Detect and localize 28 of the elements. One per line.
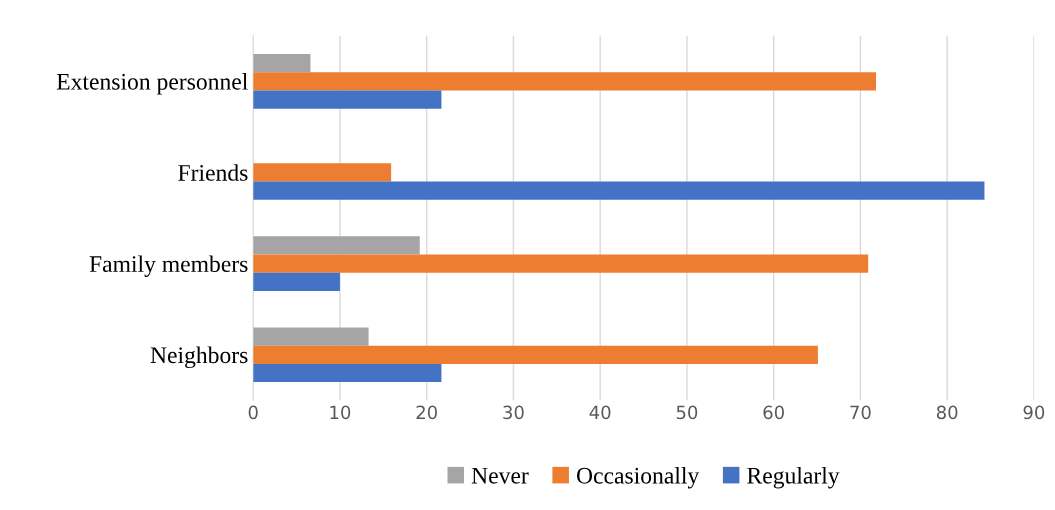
y-tick-label: Extension personnel (56, 73, 248, 95)
legend-label: Never (471, 467, 529, 484)
x-tick-label: 90 (1023, 405, 1045, 420)
x-tick-label: 60 (763, 405, 784, 420)
bar (253, 90, 442, 109)
bar (253, 163, 392, 182)
x-tick-label: 70 (850, 405, 871, 420)
x-tick-label: 80 (936, 405, 958, 420)
legend-label: Regularly (747, 467, 840, 489)
x-tick-label: 0 (248, 405, 258, 420)
legend-label: Occasionally (576, 467, 700, 489)
x-tick-label: 10 (330, 405, 351, 420)
bar (253, 236, 420, 255)
bar (253, 254, 869, 273)
x-tick-label: 30 (503, 405, 524, 420)
bar (253, 72, 877, 91)
x-tick-label: 40 (589, 405, 611, 420)
bar (253, 272, 340, 291)
x-tick-label: 20 (416, 405, 437, 420)
x-tick-label: 50 (676, 405, 698, 420)
y-tick-label: Family members (89, 255, 248, 277)
bar (253, 327, 369, 346)
bar (253, 181, 985, 200)
bar (253, 53, 311, 73)
y-tick-label: Neighbors (150, 346, 248, 369)
bar (253, 345, 818, 364)
bar (253, 363, 442, 383)
y-tick-label: Friends (178, 164, 248, 181)
